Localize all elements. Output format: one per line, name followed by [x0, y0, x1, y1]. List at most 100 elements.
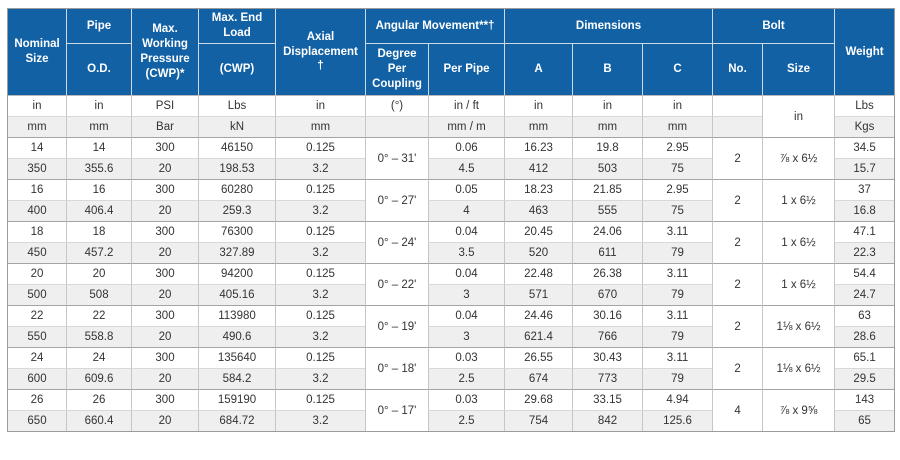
cell-dim-b-mm: 773: [572, 368, 643, 389]
table-row-14-metric: 350 355.6 20 198.53 3.2 4.5 412 503 75 15.7: [8, 158, 895, 179]
cell-od-mm: 558.8: [66, 326, 131, 347]
cell-axial-in: 0.125: [275, 305, 365, 326]
cell-pressure-psi: 300: [131, 305, 198, 326]
cell-weight-lbs: 54.4: [834, 263, 895, 284]
cell-dim-b-mm: 611: [572, 242, 643, 263]
table-body: in in PSI Lbs in (°) in / ft in in in in…: [8, 95, 895, 431]
cell-load-lbs: 113980: [198, 305, 275, 326]
unit-dim-a-in: in: [504, 95, 573, 116]
table-row-16-metric: 400 406.4 20 259.3 3.2 4 463 555 75 16.8: [8, 200, 895, 221]
unit-axial-mm: mm: [275, 116, 365, 137]
cell-load-lbs: 76300: [198, 221, 275, 242]
cell-weight-lbs: 47.1: [834, 221, 895, 242]
cell-weight-kgs: 22.3: [834, 242, 895, 263]
cell-load-lbs: 46150: [198, 137, 275, 158]
cell-dim-c-in: 3.11: [642, 305, 713, 326]
cell-dim-b-mm: 555: [572, 200, 643, 221]
cell-per-pipe-in: 0.03: [428, 389, 505, 410]
cell-axial-in: 0.125: [275, 347, 365, 368]
cell-dim-a-mm: 754: [504, 410, 573, 431]
unit-axial-in: in: [275, 95, 365, 116]
cell-bolt-size: 1 x 6½: [762, 179, 835, 221]
cell-weight-lbs: 34.5: [834, 137, 895, 158]
cell-bolt-no: 2: [712, 221, 763, 263]
col-angular-movement: Angular Movement**†: [365, 9, 505, 43]
unit-dim-a-mm: mm: [504, 116, 573, 137]
cell-dim-b-in: 30.16: [572, 305, 643, 326]
units-row-metric: mm mm Bar kN mm mm / m mm mm mm Kgs: [8, 116, 895, 137]
cell-dim-a-mm: 463: [504, 200, 573, 221]
cell-od-mm: 609.6: [66, 368, 131, 389]
cell-load-kn: 684.72: [198, 410, 275, 431]
table-row-26-metric: 650 660.4 20 684.72 3.2 2.5 754 842 125.6 65: [8, 410, 895, 431]
col-bolt-no: No.: [712, 43, 763, 95]
cell-degree: 0° – 17': [365, 389, 428, 431]
cell-dim-a-in: 18.23: [504, 179, 573, 200]
unit-od-in: in: [66, 95, 131, 116]
cell-load-lbs: 135640: [198, 347, 275, 368]
cell-dim-c-mm: 79: [642, 368, 713, 389]
cell-weight-kgs: 29.5: [834, 368, 895, 389]
table-row-22-metric: 550 558.8 20 490.6 3.2 3 621.4 766 79 28.6: [8, 326, 895, 347]
cell-nominal-in: 26: [8, 389, 66, 410]
cell-dim-b-mm: 670: [572, 284, 643, 305]
header-row-top: Nominal Size Pipe Max. Working Pressure …: [8, 9, 895, 95]
cell-dim-a-in: 16.23: [504, 137, 573, 158]
cell-nominal-in: 16: [8, 179, 66, 200]
table-row-18-metric: 450 457.2 20 327.89 3.2 3.5 520 611 79 22.3: [8, 242, 895, 263]
cell-od-in: 18: [66, 221, 131, 242]
cell-bolt-size: ⅞ x 9⅝: [762, 389, 835, 431]
cell-axial-mm: 3.2: [275, 410, 365, 431]
cell-per-pipe-mm: 3.5: [428, 242, 505, 263]
cell-axial-mm: 3.2: [275, 242, 365, 263]
cell-weight-lbs: 65.1: [834, 347, 895, 368]
cell-weight-kgs: 16.8: [834, 200, 895, 221]
cell-pressure-psi: 300: [131, 263, 198, 284]
cell-axial-in: 0.125: [275, 389, 365, 410]
cell-axial-mm: 3.2: [275, 158, 365, 179]
cell-dim-b-in: 19.8: [572, 137, 643, 158]
cell-axial-mm: 3.2: [275, 284, 365, 305]
cell-degree: 0° – 27': [365, 179, 428, 221]
cell-dim-b-mm: 766: [572, 326, 643, 347]
cell-degree: 0° – 19': [365, 305, 428, 347]
cell-od-mm: 660.4: [66, 410, 131, 431]
unit-weight-kgs: Kgs: [834, 116, 895, 137]
cell-nominal-in: 20: [8, 263, 66, 284]
cell-od-in: 22: [66, 305, 131, 326]
cell-axial-in: 0.125: [275, 137, 365, 158]
cell-dim-c-in: 2.95: [642, 179, 713, 200]
cell-weight-kgs: 65: [834, 410, 895, 431]
cell-degree: 0° – 22': [365, 263, 428, 305]
cell-dim-a-mm: 571: [504, 284, 573, 305]
col-dim-a: A: [504, 43, 573, 95]
table-row-26-imperial: 26 26 300 159190 0.125 0° – 17' 0.03 29.68 33.15…: [8, 389, 895, 431]
cell-dim-c-in: 3.11: [642, 263, 713, 284]
cell-load-kn: 490.6: [198, 326, 275, 347]
cell-load-lbs: 94200: [198, 263, 275, 284]
cell-pressure-bar: 20: [131, 326, 198, 347]
cell-dim-c-in: 4.94: [642, 389, 713, 410]
cell-dim-c-mm: 75: [642, 200, 713, 221]
cell-nominal-mm: 400: [8, 200, 66, 221]
unit-degree-blank: [365, 116, 428, 137]
unit-per-pipe-mm: mm / m: [428, 116, 505, 137]
unit-dim-b-mm: mm: [572, 116, 643, 137]
cell-nominal-mm: 650: [8, 410, 66, 431]
cell-per-pipe-in: 0.03: [428, 347, 505, 368]
table-row-16-imperial: 16 16 300 60280 0.125 0° – 27' 0.05 18.23 21.85 2…: [8, 179, 895, 221]
cell-od-mm: 406.4: [66, 200, 131, 221]
col-axial-displacement: Axial Displacement †: [275, 9, 365, 95]
cell-weight-kgs: 28.6: [834, 326, 895, 347]
unit-pressure-psi: PSI: [131, 95, 198, 116]
cell-od-in: 26: [66, 389, 131, 410]
cell-load-lbs: 60280: [198, 179, 275, 200]
unit-od-mm: mm: [66, 116, 131, 137]
cell-dim-c-mm: 79: [642, 242, 713, 263]
units-row-imperial: in in PSI Lbs in (°) in / ft in in in in…: [8, 95, 895, 137]
cell-pressure-bar: 20: [131, 242, 198, 263]
cell-bolt-no: 2: [712, 305, 763, 347]
cell-dim-a-in: 29.68: [504, 389, 573, 410]
col-per-pipe: Per Pipe: [428, 43, 505, 95]
